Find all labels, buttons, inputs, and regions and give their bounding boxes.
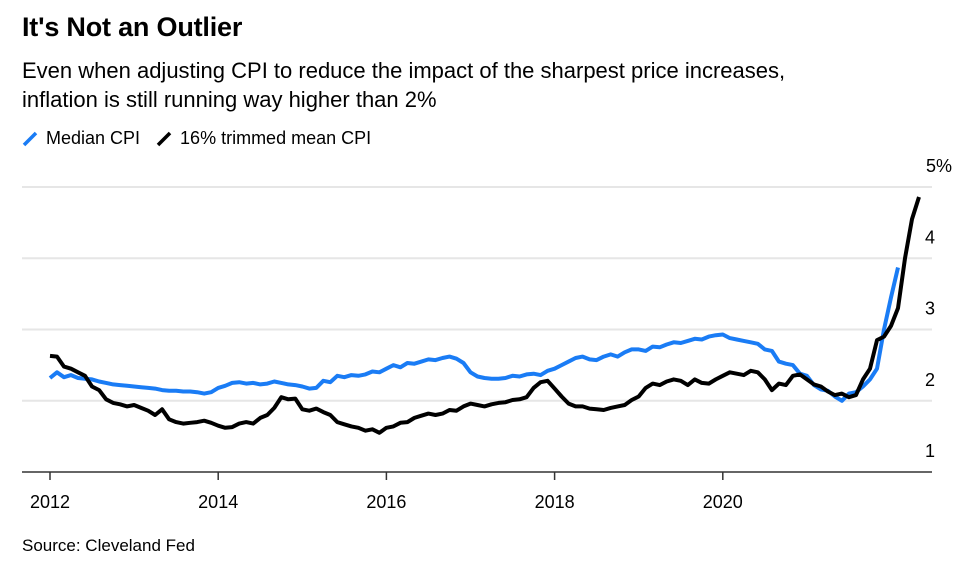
series-line-16-trimmed-mean-cpi bbox=[49, 196, 921, 435]
x-axis: 2012 2014 2016 2018 2020 bbox=[22, 471, 932, 512]
legend-item-trimmed-mean-cpi: 16% trimmed mean CPI bbox=[156, 128, 371, 149]
source-note: Source: Cleveland Fed bbox=[22, 536, 195, 555]
legend: Median CPI 16% trimmed mean CPI bbox=[22, 128, 387, 149]
series-line-median-cpi bbox=[48, 267, 900, 403]
subtitle-line-1: Even when adjusting CPI to reduce the im… bbox=[22, 58, 786, 83]
y-axis-ticks: 1 2 3 4 5% bbox=[925, 156, 952, 461]
legend-label-median-cpi: Median CPI bbox=[46, 128, 141, 148]
x-tick-label: 2014 bbox=[198, 492, 238, 512]
legend-item-median-cpi: Median CPI bbox=[22, 128, 140, 149]
subtitle-line-2: inflation is still running way higher th… bbox=[22, 87, 437, 112]
x-tick-label: 2020 bbox=[703, 492, 743, 512]
y-tick-label: 2 bbox=[925, 370, 935, 390]
x-tick-label: 2012 bbox=[30, 492, 70, 512]
x-tick-label: 2018 bbox=[535, 492, 575, 512]
legend-swatch-trimmed-mean-cpi-icon bbox=[156, 131, 172, 146]
chart-title: It's Not an Outlier bbox=[22, 12, 243, 42]
y-tick-label: 3 bbox=[925, 299, 935, 319]
series-lines bbox=[48, 196, 921, 435]
legend-swatch-median-cpi-icon bbox=[22, 131, 38, 146]
y-tick-label: 4 bbox=[925, 227, 935, 247]
legend-label-trimmed-mean-cpi: 16% trimmed mean CPI bbox=[180, 128, 372, 148]
gridlines bbox=[22, 186, 932, 402]
y-tick-label: 1 bbox=[925, 441, 935, 461]
chart-subtitle: Even when adjusting CPI to reduce the im… bbox=[22, 56, 962, 114]
y-tick-label: 5% bbox=[926, 156, 952, 176]
x-tick-label: 2016 bbox=[366, 492, 406, 512]
